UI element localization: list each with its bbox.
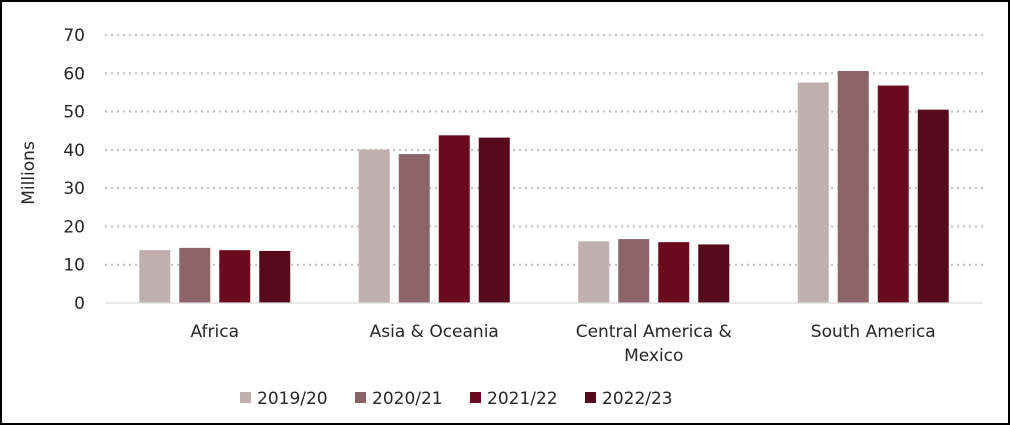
y-tick-label: 20: [63, 217, 85, 237]
legend-swatch: [355, 392, 366, 403]
bar-2020-21-3: [837, 70, 869, 303]
legend-label: 2021/22: [487, 389, 558, 409]
bar-2021-22-1: [438, 135, 470, 303]
y-tick-label: 0: [74, 294, 85, 314]
bar-2022-23-2: [698, 244, 730, 303]
category-label: Mexico: [624, 346, 683, 366]
legend: 2019/20 2020/21 2021/22 2022/23: [240, 389, 673, 409]
bar-2020-21-2: [618, 239, 650, 303]
gridlines: [105, 34, 983, 266]
legend-label: 2019/20: [257, 389, 328, 409]
category-labels: Africa Asia & Oceania Central America & Mex…: [191, 322, 936, 366]
y-tick-label: 60: [63, 64, 85, 84]
bar-2019-20-0: [139, 250, 171, 303]
bar-2022-23-0: [259, 250, 291, 303]
legend-swatch: [240, 392, 251, 403]
category-label: Central America &: [576, 322, 732, 342]
legend-label: 2020/21: [372, 389, 443, 409]
legend-swatch: [585, 392, 596, 403]
bar-2019-20-1: [358, 149, 390, 303]
y-axis-ticks: 0 10 20 30 40 50 60 70: [63, 26, 85, 314]
y-tick-label: 50: [63, 103, 85, 123]
legend-swatch: [470, 392, 481, 403]
y-axis-label: Millions: [19, 141, 39, 205]
bar-2021-22-0: [219, 250, 251, 303]
bar-2019-20-3: [797, 82, 829, 303]
y-tick-label: 10: [63, 256, 85, 276]
y-tick-label: 30: [63, 179, 85, 199]
bar-2020-21-1: [398, 154, 430, 303]
bar-2019-20-2: [578, 241, 610, 303]
bar-2020-21-0: [179, 247, 211, 303]
bar-2021-22-2: [658, 242, 690, 303]
legend-label: 2022/23: [602, 389, 673, 409]
bar-2021-22-3: [877, 85, 909, 303]
category-label: Africa: [191, 322, 240, 342]
bars: [139, 70, 949, 304]
y-tick-label: 70: [63, 26, 85, 46]
bar-2022-23-1: [478, 137, 510, 303]
bar-2022-23-3: [917, 109, 949, 304]
category-label: Asia & Oceania: [370, 322, 499, 342]
category-label: South America: [811, 322, 936, 342]
y-tick-label: 40: [63, 141, 85, 161]
